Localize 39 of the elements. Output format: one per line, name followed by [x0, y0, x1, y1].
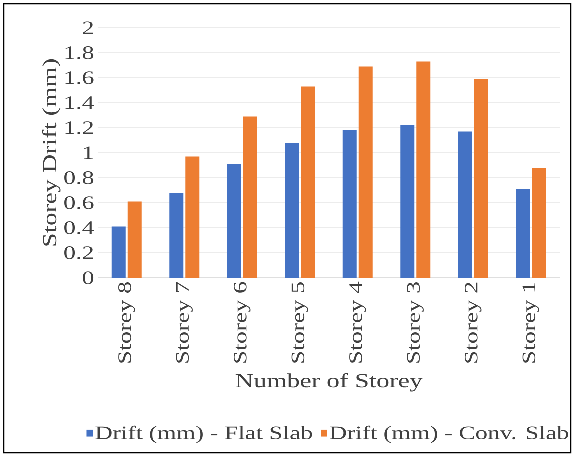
- bar: [112, 226, 126, 278]
- y-tick-label: 0.4: [64, 222, 94, 234]
- y-tick-label: 1.8: [66, 46, 94, 60]
- legend-label: Drift (mm) - Flat Slab: [96, 426, 312, 444]
- x-axis-title: Number of Storey: [236, 373, 423, 392]
- x-tick-label: Storey 2: [465, 282, 482, 363]
- bar: [400, 125, 415, 278]
- bar: [342, 130, 357, 278]
- bar: [170, 192, 184, 278]
- bar: [416, 62, 431, 278]
- bar: [474, 79, 488, 278]
- y-tick-label: 1.2: [66, 122, 94, 134]
- x-tick-label: Storey 7: [176, 282, 193, 363]
- bar: [301, 86, 316, 278]
- y-tick-label: 0.8: [64, 172, 94, 184]
- y-tick-label: 0: [83, 272, 94, 284]
- y-tick-label: 2: [83, 22, 94, 34]
- x-tick-label: Storey 5: [292, 282, 308, 363]
- y-tick-label: 0.6: [64, 196, 94, 210]
- x-tick-label: Storey 6: [234, 282, 251, 363]
- y-tick-label: 0.2: [64, 246, 94, 260]
- y-tick-label: 1.6: [66, 72, 94, 84]
- bar: [186, 156, 200, 278]
- x-tick-label: Storey 8: [118, 282, 136, 363]
- bar: [458, 132, 472, 278]
- x-tick-label: Storey 4: [350, 282, 366, 363]
- x-tick-label: Storey 1: [522, 283, 540, 363]
- y-tick-label: 1: [84, 146, 93, 160]
- bar: [532, 168, 546, 278]
- x-tick-label: Storey 3: [407, 282, 424, 363]
- bar: [227, 164, 242, 278]
- bar: [243, 116, 258, 278]
- y-tick-label: 1.4: [66, 96, 94, 110]
- y-axis-title: Storey Drift (mm): [42, 60, 61, 246]
- bar: [128, 202, 142, 278]
- bar: [358, 66, 373, 278]
- bar: [285, 142, 300, 278]
- bar: [516, 189, 530, 278]
- legend-label: Drift (mm) - Conv. Slab: [330, 426, 568, 444]
